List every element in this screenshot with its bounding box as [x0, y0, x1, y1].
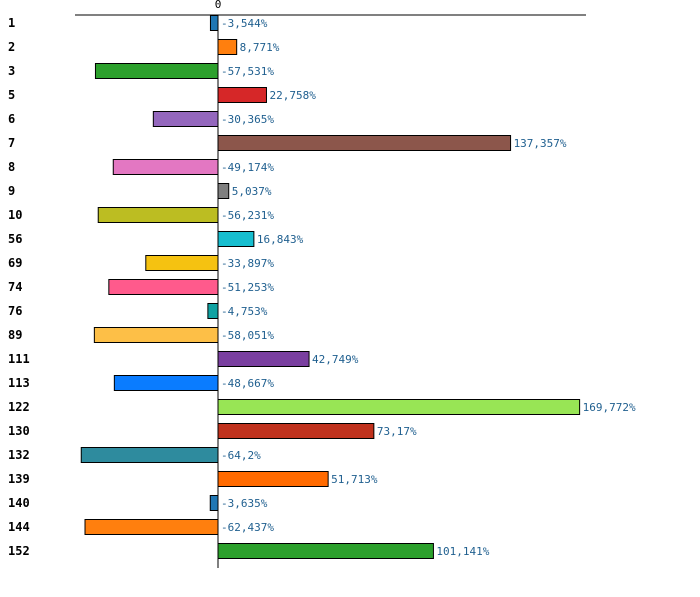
bar-56: [217, 231, 255, 247]
bar-9: [217, 183, 230, 199]
category-label-1: 1: [8, 16, 15, 30]
category-label-152: 152: [8, 544, 30, 558]
category-label-113: 113: [8, 376, 30, 390]
bar-8: [112, 159, 219, 175]
value-label-113: -48,667%: [221, 377, 274, 390]
value-label-1: -3,544%: [221, 17, 268, 30]
bar-139: [217, 471, 329, 487]
category-label-111: 111: [8, 352, 30, 366]
bar-3: [94, 63, 219, 79]
bar-132: [80, 447, 219, 463]
value-label-9: 5,037%: [232, 185, 272, 198]
bar-76: [207, 303, 219, 319]
value-label-122: 169,772%: [583, 401, 636, 414]
category-label-140: 140: [8, 496, 30, 510]
category-label-130: 130: [8, 424, 30, 438]
bar-5: [217, 87, 267, 103]
category-label-8: 8: [8, 160, 15, 174]
bar-2: [217, 39, 238, 55]
zero-tick-label: 0: [215, 0, 222, 11]
value-label-89: -58,051%: [221, 329, 274, 342]
bar-6: [152, 111, 219, 127]
bar-10: [97, 207, 219, 223]
value-label-6: -30,365%: [221, 113, 274, 126]
category-label-139: 139: [8, 472, 30, 486]
category-label-89: 89: [8, 328, 22, 342]
category-label-10: 10: [8, 208, 22, 222]
value-label-111: 42,749%: [312, 353, 359, 366]
value-label-130: 73,17%: [377, 425, 417, 438]
category-label-3: 3: [8, 64, 15, 78]
value-label-8: -49,174%: [221, 161, 274, 174]
value-label-56: 16,843%: [257, 233, 304, 246]
value-label-2: 8,771%: [240, 41, 280, 54]
bar-122: [217, 399, 581, 415]
value-label-132: -64,2%: [221, 449, 261, 462]
category-label-69: 69: [8, 256, 22, 270]
value-label-144: -62,437%: [221, 521, 274, 534]
value-label-139: 51,713%: [331, 473, 378, 486]
value-label-152: 101,141%: [436, 545, 489, 558]
category-label-9: 9: [8, 184, 15, 198]
category-label-6: 6: [8, 112, 15, 126]
bar-7: [217, 135, 512, 151]
category-label-132: 132: [8, 448, 30, 462]
bar-130: [217, 423, 375, 439]
value-label-140: -3,635%: [221, 497, 268, 510]
bar-140: [209, 495, 219, 511]
category-label-56: 56: [8, 232, 22, 246]
category-label-7: 7: [8, 136, 15, 150]
category-label-144: 144: [8, 520, 30, 534]
bar-113: [113, 375, 219, 391]
bar-152: [217, 543, 434, 559]
category-label-74: 74: [8, 280, 22, 294]
value-label-69: -33,897%: [221, 257, 274, 270]
bar-74: [108, 279, 219, 295]
value-label-5: 22,758%: [269, 89, 316, 102]
category-label-122: 122: [8, 400, 30, 414]
value-label-3: -57,531%: [221, 65, 274, 78]
bar-111: [217, 351, 310, 367]
bar-69: [145, 255, 219, 271]
bars-group: 1 -3,544% 2 8,771% 3 -57,531% 5 22,758% 6 -30,365…: [8, 15, 636, 559]
category-label-76: 76: [8, 304, 22, 318]
value-label-7: 137,357%: [514, 137, 567, 150]
category-label-2: 2: [8, 40, 15, 54]
value-label-76: -4,753%: [221, 305, 268, 318]
bar-144: [84, 519, 219, 535]
category-label-5: 5: [8, 88, 15, 102]
bar-1: [209, 15, 219, 31]
bar-89: [93, 327, 219, 343]
value-label-74: -51,253%: [221, 281, 274, 294]
value-label-10: -56,231%: [221, 209, 274, 222]
